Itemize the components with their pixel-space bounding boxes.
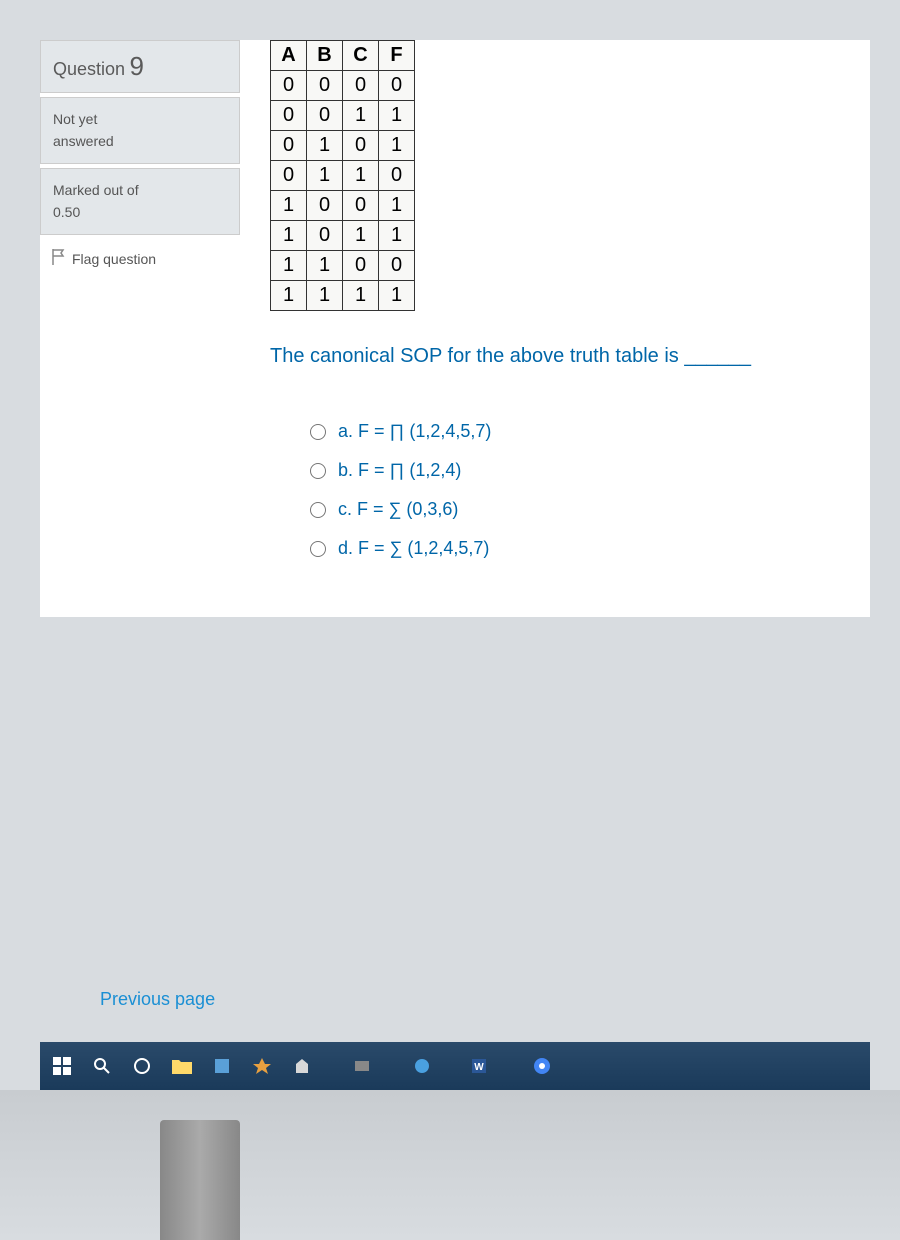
cortana-icon[interactable] xyxy=(128,1052,156,1080)
previous-page-link[interactable]: Previous page xyxy=(100,989,215,1010)
start-icon[interactable] xyxy=(48,1052,76,1080)
col-f: F xyxy=(379,41,415,71)
radio-c[interactable] xyxy=(310,502,326,518)
app-icon-4[interactable] xyxy=(348,1052,376,1080)
word-icon[interactable]: W xyxy=(468,1052,496,1080)
col-a: A xyxy=(271,41,307,71)
quiz-container: Question 9 Not yet answered Marked out o… xyxy=(40,40,870,617)
answer-options: a. F = ∏ (1,2,4,5,7) b. F = ∏ (1,2,4) c.… xyxy=(310,421,850,559)
svg-text:W: W xyxy=(474,1062,484,1073)
status-line1: Not yet xyxy=(53,108,227,130)
table-row: 1111 xyxy=(271,281,415,311)
col-b: B xyxy=(307,41,343,71)
app-icon-1[interactable] xyxy=(208,1052,236,1080)
radio-d[interactable] xyxy=(310,541,326,557)
table-row: 0011 xyxy=(271,101,415,131)
option-b-label: b. F = ∏ (1,2,4) xyxy=(338,460,461,481)
table-row: 1001 xyxy=(271,191,415,221)
table-row: 0101 xyxy=(271,131,415,161)
option-a-label: a. F = ∏ (1,2,4,5,7) xyxy=(338,421,491,442)
question-label: Question xyxy=(53,59,125,79)
search-icon[interactable] xyxy=(88,1052,116,1080)
marked-line1: Marked out of xyxy=(53,179,227,201)
option-b[interactable]: b. F = ∏ (1,2,4) xyxy=(310,460,850,481)
table-row: 1100 xyxy=(271,251,415,281)
col-c: C xyxy=(343,41,379,71)
option-a[interactable]: a. F = ∏ (1,2,4,5,7) xyxy=(310,421,850,442)
laptop-hinge xyxy=(160,1120,240,1240)
option-d-label: d. F = ∑ (1,2,4,5,7) xyxy=(338,538,489,559)
option-d[interactable]: d. F = ∑ (1,2,4,5,7) xyxy=(310,538,850,559)
table-header-row: A B C F xyxy=(271,41,415,71)
question-number-block: Question 9 xyxy=(40,40,240,93)
option-c[interactable]: c. F = ∑ (0,3,6) xyxy=(310,499,850,520)
marked-block: Marked out of 0.50 xyxy=(40,168,240,235)
question-prompt: The canonical SOP for the above truth ta… xyxy=(270,341,850,371)
app-icon-3[interactable] xyxy=(288,1052,316,1080)
flag-question-button[interactable]: Flag question xyxy=(40,239,240,280)
app-icon-5[interactable] xyxy=(408,1052,436,1080)
table-row: 1011 xyxy=(271,221,415,251)
laptop-bottom xyxy=(0,1090,900,1240)
radio-a[interactable] xyxy=(310,424,326,440)
status-line2: answered xyxy=(53,130,227,152)
table-row: 0000 xyxy=(271,71,415,101)
status-block: Not yet answered xyxy=(40,97,240,164)
flag-label: Flag question xyxy=(72,251,156,267)
question-number: 9 xyxy=(130,51,144,81)
radio-b[interactable] xyxy=(310,463,326,479)
truth-table: A B C F 0000 0011 0101 0110 1001 1011 11… xyxy=(270,40,415,311)
table-row: 0110 xyxy=(271,161,415,191)
info-column: Question 9 Not yet answered Marked out o… xyxy=(40,40,240,617)
file-explorer-icon[interactable] xyxy=(168,1052,196,1080)
content-column: A B C F 0000 0011 0101 0110 1001 1011 11… xyxy=(240,40,870,617)
taskbar: W xyxy=(40,1042,870,1090)
app-icon-2[interactable] xyxy=(248,1052,276,1080)
flag-icon xyxy=(52,249,66,270)
option-c-label: c. F = ∑ (0,3,6) xyxy=(338,499,458,520)
marked-line2: 0.50 xyxy=(53,201,227,223)
chrome-icon[interactable] xyxy=(528,1052,556,1080)
